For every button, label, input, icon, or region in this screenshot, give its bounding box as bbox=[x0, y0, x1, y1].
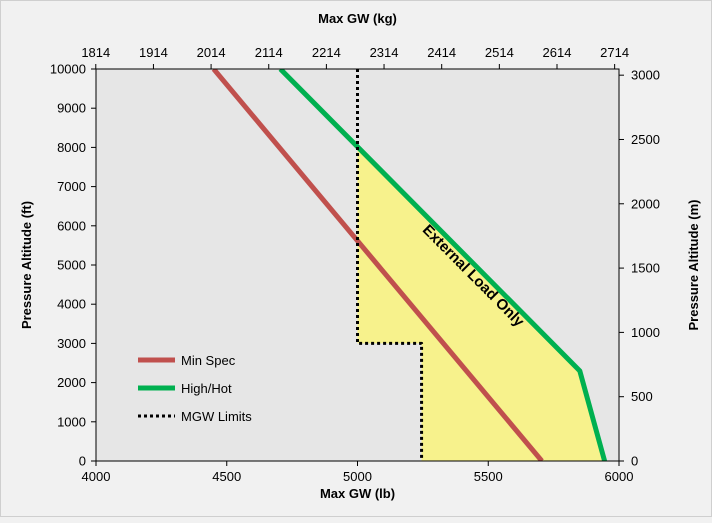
x-top-tick-label: 2614 bbox=[543, 45, 572, 60]
y-right-tick-label: 1500 bbox=[631, 261, 660, 276]
x-top-tick-label: 2514 bbox=[485, 45, 514, 60]
legend-label: MGW Limits bbox=[181, 409, 252, 424]
y-right-tick-label: 3000 bbox=[631, 68, 660, 83]
x-bottom-tick-label: 5500 bbox=[474, 469, 503, 484]
y-left-tick-label: 8000 bbox=[57, 140, 86, 155]
x-bottom-tick-label: 5000 bbox=[343, 469, 372, 484]
x-top-tick-label: 2014 bbox=[197, 45, 226, 60]
x-top-tick-label: 2314 bbox=[370, 45, 399, 60]
y-left-tick-label: 1000 bbox=[57, 414, 86, 429]
series-line-mgw-limits bbox=[356, 69, 424, 461]
y-left-tick-label: 10000 bbox=[50, 62, 86, 77]
external-load-region bbox=[357, 147, 605, 461]
series-line-high-hot bbox=[278, 69, 608, 461]
x-bottom-tick-label: 4000 bbox=[82, 469, 111, 484]
y-right-axis-title: Pressure Altitude (m) bbox=[686, 200, 701, 331]
legend-label: High/Hot bbox=[181, 381, 232, 396]
shaded-region-layer bbox=[357, 147, 605, 461]
x-bottom-tick-label: 4500 bbox=[212, 469, 241, 484]
x-top-tick-label: 2114 bbox=[255, 45, 283, 60]
legend: Min Spec High/Hot MGW Limits bbox=[138, 353, 252, 424]
y-left-tick-label: 3000 bbox=[57, 336, 86, 351]
x-bottom-tick-label: 6000 bbox=[605, 469, 634, 484]
series-layer bbox=[211, 69, 608, 461]
y-left-tick-label: 4000 bbox=[57, 297, 86, 312]
x-top-tick-label: 2214 bbox=[312, 45, 341, 60]
x-top-tick-label: 1814 bbox=[81, 45, 110, 60]
y-left-tick-label: 7000 bbox=[57, 179, 86, 194]
y-left-tick-label: 5000 bbox=[57, 258, 86, 273]
y-left-tick-label: 2000 bbox=[57, 375, 86, 390]
x-top-tick-label: 1914 bbox=[139, 45, 168, 60]
x-top-tick-label: 2414 bbox=[427, 45, 456, 60]
y-left-tick-label: 0 bbox=[79, 454, 86, 469]
y-left-tick-label: 9000 bbox=[57, 101, 86, 116]
y-right-tick-label: 2500 bbox=[631, 132, 660, 147]
y-left-axis-title: Pressure Altitude (ft) bbox=[19, 201, 34, 329]
series-line-min-spec bbox=[211, 69, 544, 461]
x-top-tick-label: 2714 bbox=[600, 45, 629, 60]
y-left-tick-label: 6000 bbox=[57, 218, 86, 233]
y-right-tick-label: 1000 bbox=[631, 325, 660, 340]
y-right-tick-label: 500 bbox=[631, 389, 653, 404]
legend-label: Min Spec bbox=[181, 353, 236, 368]
y-right-tick-label: 2000 bbox=[631, 196, 660, 211]
x-bottom-axis-title: Max GW (lb) bbox=[320, 486, 395, 501]
x-top-axis-title: Max GW (kg) bbox=[318, 11, 397, 26]
y-right-tick-label: 0 bbox=[631, 454, 638, 469]
